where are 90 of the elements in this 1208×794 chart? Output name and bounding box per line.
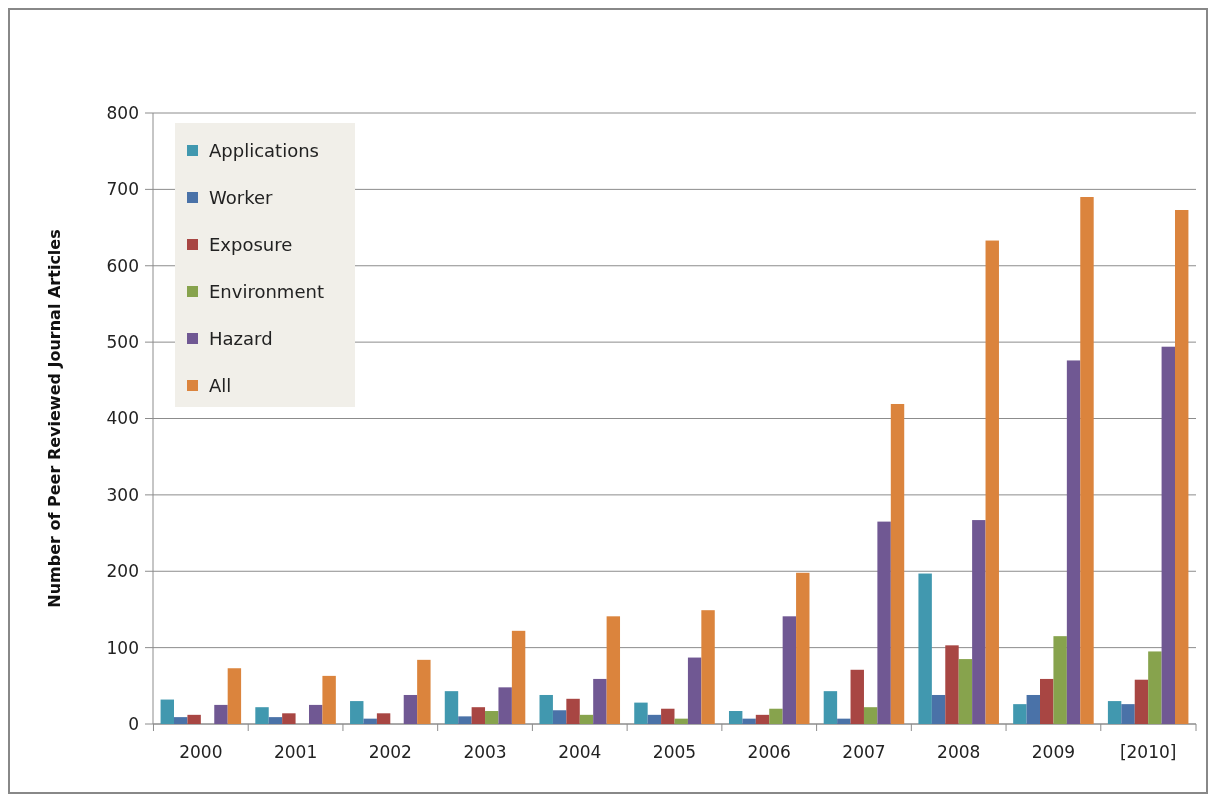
legend-label: Exposure [209, 234, 293, 256]
bar [511, 630, 526, 724]
legend-label: Worker [209, 187, 274, 209]
x-tick-label: 2003 [463, 742, 507, 762]
y-tick-label: 300 [106, 484, 139, 505]
bar [444, 691, 459, 724]
bar [647, 714, 662, 724]
bar [674, 718, 688, 724]
y-tick-label: 100 [106, 637, 139, 658]
bar [1013, 704, 1027, 724]
bar [1107, 701, 1122, 724]
bar [972, 520, 986, 724]
bar [931, 694, 946, 724]
bar [687, 657, 702, 724]
bar [417, 659, 431, 724]
bar [1148, 651, 1162, 724]
bar [552, 710, 567, 724]
bar [539, 694, 553, 724]
x-tick-label: 2000 [179, 742, 223, 762]
y-tick-label: 500 [106, 332, 139, 353]
bar [376, 713, 391, 724]
bar [268, 717, 283, 724]
bar [458, 716, 472, 724]
bar [1161, 346, 1175, 724]
bar [823, 691, 838, 724]
bar [255, 707, 269, 724]
bar [1121, 704, 1135, 724]
bar [958, 659, 973, 724]
bar [863, 707, 878, 724]
bar [322, 675, 336, 724]
bar [918, 573, 932, 724]
bar [593, 678, 607, 724]
bar [403, 694, 418, 724]
y-tick-label: 400 [106, 408, 139, 429]
bar [227, 668, 242, 724]
x-tick-label: 2001 [273, 742, 318, 762]
bar [769, 708, 783, 724]
bar [877, 521, 891, 724]
bar [985, 240, 999, 724]
bar [701, 610, 715, 724]
x-tick-label: 2002 [368, 742, 412, 762]
bar [837, 718, 851, 724]
legend-label: All [209, 375, 232, 397]
bar [350, 701, 364, 724]
bar [1053, 636, 1067, 724]
x-tick-label: 2007 [842, 742, 886, 762]
legend-label: Hazard [209, 328, 273, 350]
bar [579, 714, 594, 724]
bar [1080, 197, 1094, 724]
bar [1026, 694, 1041, 724]
bar [728, 711, 743, 724]
bar [1175, 210, 1189, 724]
bar [308, 704, 323, 724]
legend-label: Applications [209, 140, 319, 162]
bar [796, 572, 810, 724]
bar [755, 714, 770, 724]
bar [1066, 360, 1081, 724]
y-tick-label: 700 [106, 179, 139, 200]
legend-label: Environment [209, 281, 324, 303]
bar [566, 698, 580, 724]
bar [890, 403, 905, 724]
x-tick-label: 2009 [1031, 742, 1076, 762]
y-tick-label: 800 [106, 102, 139, 123]
bar [782, 616, 797, 724]
bar [850, 669, 864, 724]
x-tick-label: 2006 [747, 742, 791, 762]
bar [485, 711, 499, 724]
y-tick-label: 0 [128, 713, 139, 734]
y-tick-label: 200 [106, 561, 139, 582]
x-tick-label: [2010] [1119, 742, 1177, 762]
x-tick-label: 2008 [937, 742, 981, 762]
x-tick-label: 2005 [652, 742, 697, 762]
bar [187, 714, 201, 724]
x-tick-label: 2004 [558, 742, 602, 762]
bar [945, 645, 959, 724]
bar [214, 704, 228, 724]
bar [1134, 679, 1149, 724]
bar [606, 616, 621, 724]
bar [363, 718, 377, 724]
bar [661, 708, 675, 724]
bar [498, 687, 512, 724]
bar [1040, 678, 1054, 724]
y-tick-label: 600 [106, 255, 139, 276]
bar [160, 699, 174, 724]
bar [634, 702, 648, 724]
bar [174, 717, 188, 724]
bar [742, 718, 756, 724]
bar [471, 707, 486, 724]
y-axis-title: Number of Peer Reviewed Journal Articles [45, 229, 64, 608]
bar [282, 713, 296, 724]
